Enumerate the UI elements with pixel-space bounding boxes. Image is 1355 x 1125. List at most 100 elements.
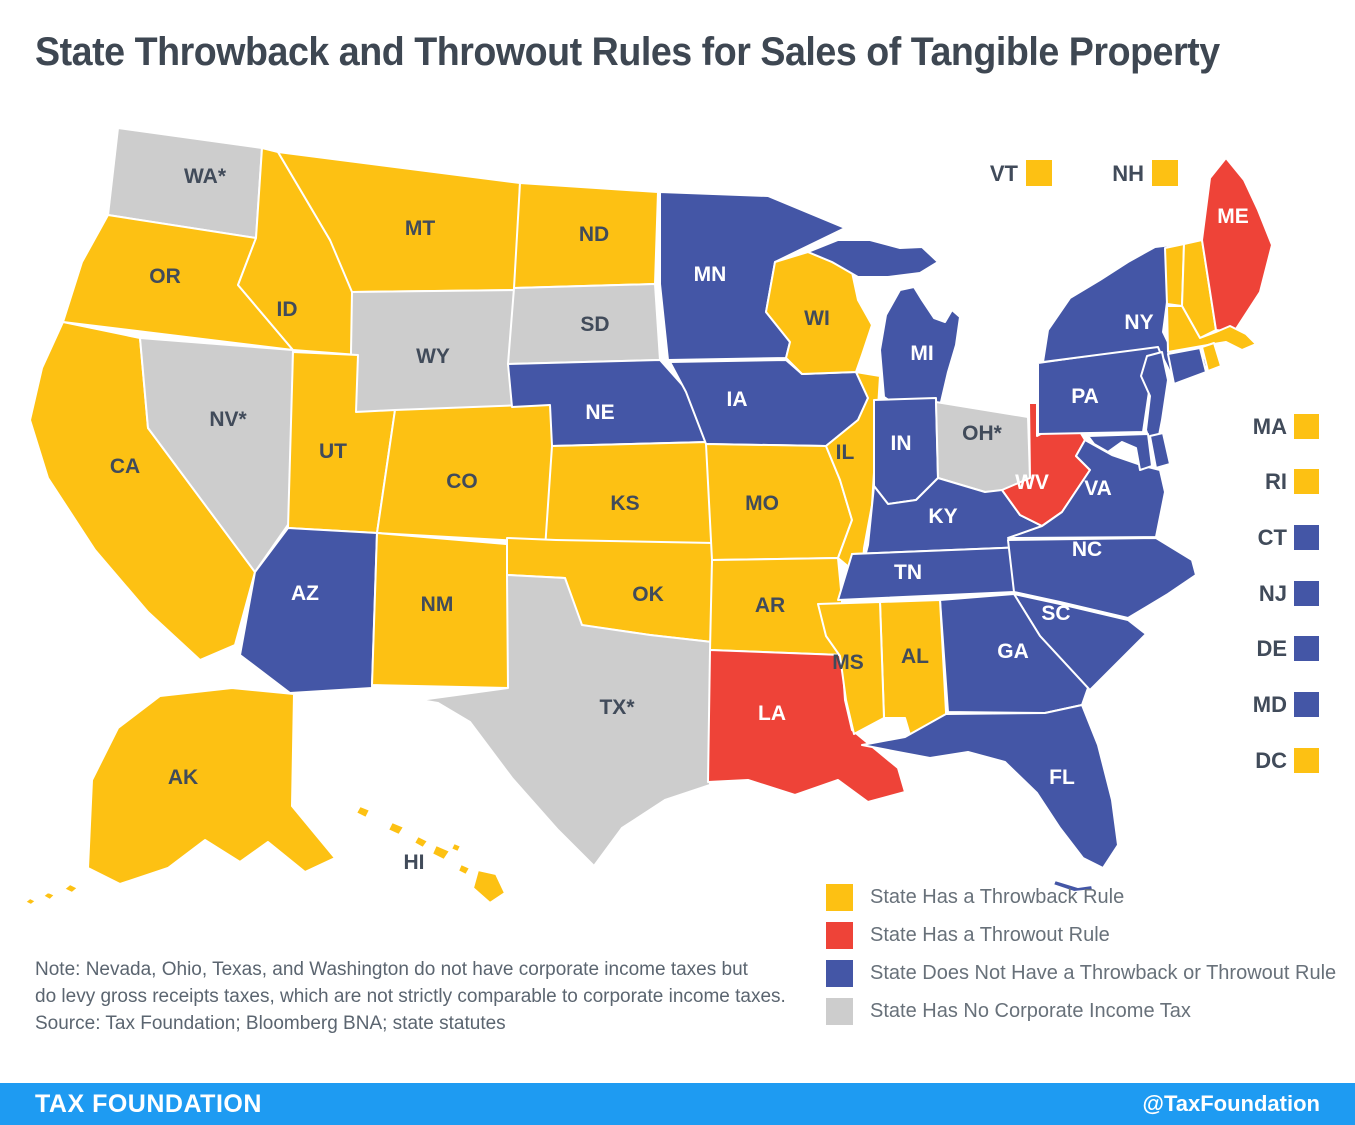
state-shape-nv bbox=[139, 337, 294, 573]
state-shape-de bbox=[1149, 432, 1171, 469]
side-legend-label-md: MD bbox=[1253, 692, 1287, 717]
side-legend-label-dc: DC bbox=[1255, 748, 1287, 773]
legend-swatch-throwout bbox=[826, 922, 853, 949]
side-legend-swatch-md bbox=[1294, 692, 1319, 717]
state-shape-ak bbox=[24, 687, 336, 906]
legend-item-no-corp-tax: State Has No Corporate Income Tax bbox=[826, 998, 1336, 1025]
state-label-or: OR bbox=[149, 265, 181, 288]
state-label-ak: AK bbox=[168, 766, 198, 789]
state-shape-ma bbox=[1166, 305, 1257, 353]
state-label-id: ID bbox=[277, 298, 298, 321]
state-label-wy: WY bbox=[416, 345, 450, 368]
state-label-ms: MS bbox=[832, 651, 864, 674]
state-label-me: ME bbox=[1217, 205, 1249, 228]
state-label-mt: MT bbox=[405, 217, 435, 240]
mini-legend: VT NH bbox=[990, 160, 1178, 186]
side-legend-swatch-ma bbox=[1294, 414, 1319, 439]
state-label-il: IL bbox=[836, 441, 855, 464]
state-shape-md bbox=[1087, 433, 1153, 471]
state-label-tx: TX* bbox=[599, 696, 635, 719]
mini-legend-swatch-vt bbox=[1026, 160, 1052, 186]
note-line-1: Note: Nevada, Ohio, Texas, and Washingto… bbox=[35, 959, 748, 980]
state-label-wa: WA* bbox=[184, 165, 227, 188]
legend-item-throwout: State Has a Throwout Rule bbox=[826, 922, 1336, 949]
footer-brand: TAX FOUNDATION bbox=[35, 1089, 262, 1118]
state-label-ny: NY bbox=[1124, 311, 1153, 334]
side-legend-label-de: DE bbox=[1256, 636, 1287, 661]
state-label-nv: NV* bbox=[209, 408, 247, 431]
state-label-ks: KS bbox=[610, 492, 639, 515]
state-label-ar: AR bbox=[755, 594, 785, 617]
state-label-la: LA bbox=[758, 702, 786, 725]
legend-label-throwback: State Has a Throwback Rule bbox=[870, 886, 1125, 908]
legend: State Has a Throwback Rule State Has a T… bbox=[826, 884, 1336, 1025]
state-label-in: IN bbox=[891, 432, 912, 455]
state-label-ia: IA bbox=[727, 388, 748, 411]
state-label-ky: KY bbox=[928, 505, 957, 528]
legend-item-no-rule: State Does Not Have a Throwback or Throw… bbox=[826, 960, 1336, 987]
side-legend-label-nj: NJ bbox=[1259, 581, 1287, 606]
state-shape-me bbox=[1201, 157, 1273, 333]
side-legend-label-ri: RI bbox=[1265, 469, 1287, 494]
side-legend-label-ct: CT bbox=[1258, 525, 1288, 550]
state-label-wi: WI bbox=[804, 307, 830, 330]
state-shape-mo bbox=[705, 443, 853, 561]
legend-label-throwout: State Has a Throwout Rule bbox=[870, 924, 1110, 946]
state-shape-nc bbox=[1007, 537, 1197, 619]
state-label-fl: FL bbox=[1049, 766, 1075, 789]
state-label-co: CO bbox=[446, 470, 478, 493]
legend-label-no-corp-tax: State Has No Corporate Income Tax bbox=[870, 1000, 1191, 1022]
state-label-va: VA bbox=[1084, 477, 1112, 500]
legend-item-throwback: State Has a Throwback Rule bbox=[826, 884, 1336, 911]
mini-legend-label-nh: NH bbox=[1112, 161, 1144, 186]
side-legend-swatch-nj bbox=[1294, 581, 1319, 606]
legend-label-no-rule: State Does Not Have a Throwback or Throw… bbox=[870, 962, 1337, 984]
legend-swatch-no-rule bbox=[826, 960, 853, 987]
state-label-mn: MN bbox=[694, 263, 727, 286]
state-shape-ri bbox=[1201, 342, 1222, 372]
state-shape-tx bbox=[419, 574, 713, 867]
note-text: Note: Nevada, Ohio, Texas, and Washingto… bbox=[35, 956, 845, 1037]
footer-handle: @TaxFoundation bbox=[1142, 1091, 1320, 1116]
state-label-nd: ND bbox=[579, 223, 609, 246]
state-label-ok: OK bbox=[632, 583, 664, 606]
state-label-sd: SD bbox=[580, 313, 609, 336]
state-label-oh: OH* bbox=[962, 422, 1003, 445]
note-line-3: Source: Tax Foundation; Bloomberg BNA; s… bbox=[35, 1013, 506, 1034]
legend-swatch-throwback bbox=[826, 884, 853, 911]
state-label-sc: SC bbox=[1041, 602, 1070, 625]
state-label-mo: MO bbox=[745, 492, 779, 515]
state-label-ga: GA bbox=[997, 640, 1029, 663]
page-title: State Throwback and Throwout Rules for S… bbox=[35, 30, 1220, 74]
side-legend-swatch-ct bbox=[1294, 525, 1319, 550]
note-line-2: do levy gross receipts taxes, which are … bbox=[35, 986, 786, 1007]
state-label-ne: NE bbox=[585, 401, 614, 424]
state-shape-hi bbox=[355, 805, 506, 904]
state-shape-fl bbox=[861, 704, 1119, 893]
mini-legend-label-vt: VT bbox=[990, 161, 1019, 186]
state-shape-ms bbox=[817, 601, 885, 735]
state-shape-vt bbox=[1164, 243, 1185, 307]
state-label-nc: NC bbox=[1072, 538, 1102, 561]
state-shape-ga bbox=[939, 593, 1089, 714]
side-legend-swatch-de bbox=[1294, 636, 1319, 661]
state-label-pa: PA bbox=[1071, 385, 1099, 408]
side-legend-label-ma: MA bbox=[1253, 414, 1287, 439]
state-label-ut: UT bbox=[319, 440, 347, 463]
state-label-az: AZ bbox=[291, 582, 319, 605]
footer-bar: TAX FOUNDATION @TaxFoundation bbox=[0, 1083, 1355, 1125]
state-shape-ct bbox=[1167, 347, 1207, 385]
state-label-wv: WV bbox=[1015, 471, 1049, 494]
state-label-hi: HI bbox=[404, 851, 425, 874]
side-legend-swatch-ri bbox=[1294, 469, 1319, 494]
state-label-mi: MI bbox=[910, 342, 933, 365]
state-label-al: AL bbox=[901, 645, 929, 668]
state-label-ca: CA bbox=[110, 455, 140, 478]
legend-swatch-no-corp-tax bbox=[826, 998, 853, 1025]
side-legend: MA RI CT NJ DE MD DC bbox=[1253, 414, 1319, 773]
side-legend-swatch-dc bbox=[1294, 748, 1319, 773]
state-label-nm: NM bbox=[421, 593, 454, 616]
mini-legend-swatch-nh bbox=[1152, 160, 1178, 186]
